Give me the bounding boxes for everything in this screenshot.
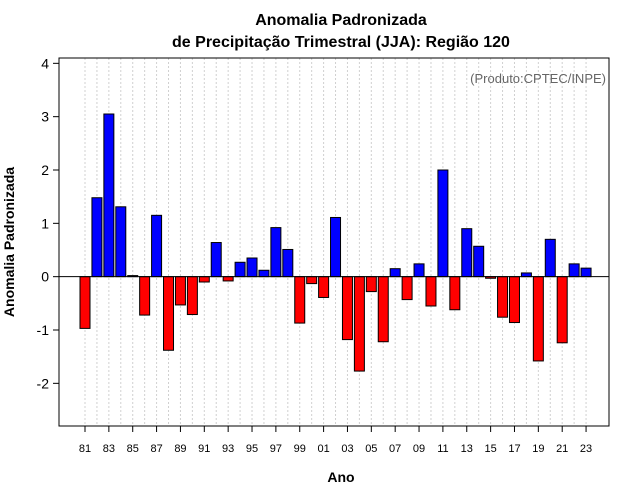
- bar-1998: [282, 248, 294, 278]
- chart-title-line-2: de Precipitação Trimestral (JJA): Região…: [172, 34, 510, 51]
- y-tick-label: 3: [41, 109, 49, 125]
- x-tick-label: 15: [484, 443, 496, 455]
- x-tick-label: 83: [103, 443, 115, 455]
- x-tick-label: 97: [270, 443, 282, 455]
- bar-2023: [580, 267, 592, 278]
- y-axis: -2 -1 0 1 2 3 4: [37, 55, 59, 391]
- bars: [79, 113, 592, 372]
- bar-2001: [318, 276, 330, 298]
- x-tick-label: 11: [437, 443, 448, 455]
- bar-1981: [79, 276, 91, 329]
- y-tick-label: 4: [41, 55, 49, 71]
- bar-1993: [222, 276, 234, 282]
- bar-1995: [246, 257, 258, 278]
- y-tick-label: -1: [37, 322, 50, 338]
- x-tick-label: 17: [508, 443, 520, 455]
- bar-2004: [353, 276, 365, 372]
- bar-1983: [103, 113, 115, 278]
- x-tick-label: 89: [174, 443, 186, 455]
- bar-2020: [544, 238, 556, 278]
- y-tick-label: 1: [41, 215, 49, 231]
- x-tick-label: 21: [556, 443, 568, 455]
- bar-2022: [568, 263, 580, 278]
- bar-2018: [520, 272, 532, 278]
- y-tick-label: 0: [41, 269, 49, 285]
- bar-1997: [270, 227, 282, 278]
- x-tick-label: 13: [461, 443, 473, 455]
- x-tick-label: 01: [317, 443, 329, 455]
- bar-2017: [508, 276, 520, 324]
- x-axis-label: Ano: [327, 469, 354, 485]
- x-tick-label: 09: [413, 443, 425, 455]
- y-axis-label: Anomalia Padronizada: [1, 167, 17, 317]
- x-tick-label: 85: [127, 443, 139, 455]
- bar-1991: [198, 276, 210, 283]
- x-tick-label: 95: [246, 443, 258, 455]
- x-tick-label: 05: [365, 443, 377, 455]
- bar-1990: [186, 276, 198, 316]
- x-tick-label: 93: [222, 443, 234, 455]
- bar-2007: [389, 268, 401, 278]
- x-axis: 81 83 85 87 89 91 93 95 97 99 01 03 05 07 09 11 13 15 17 19…: [79, 426, 592, 455]
- x-tick-label: 03: [341, 443, 353, 455]
- x-tick-label: 23: [580, 443, 592, 455]
- y-tick-label: 2: [41, 162, 49, 178]
- bar-2005: [365, 276, 377, 293]
- bar-1992: [210, 242, 222, 278]
- bar-2008: [401, 276, 413, 301]
- bar-1989: [174, 276, 186, 306]
- bar-1994: [234, 261, 246, 278]
- bar-2016: [497, 276, 509, 318]
- bar-2010: [425, 276, 437, 307]
- plot-frame: [58, 57, 610, 427]
- x-tick-label: 81: [79, 443, 91, 455]
- bar-2011: [437, 169, 449, 278]
- bar-1996: [258, 269, 270, 278]
- y-tick-label: -2: [37, 375, 50, 391]
- chart-title-line-1: Anomalia Padronizada: [255, 12, 427, 29]
- x-tick-label: 87: [150, 443, 162, 455]
- source-note: (Produto:CPTEC/INPE): [470, 71, 606, 86]
- x-tick-label: 99: [294, 443, 306, 455]
- bar-2009: [413, 263, 425, 278]
- bar-2000: [306, 276, 318, 285]
- bar-1986: [139, 276, 151, 316]
- x-tick-label: 91: [198, 443, 210, 455]
- bar-2019: [532, 276, 544, 362]
- bar-1987: [151, 214, 163, 278]
- x-tick-label: 19: [532, 443, 544, 455]
- bar-2003: [341, 276, 353, 341]
- bar-2021: [556, 276, 568, 344]
- bar-2014: [473, 245, 485, 278]
- x-tick-label: 07: [389, 443, 401, 455]
- bar-2012: [449, 276, 461, 311]
- bar-2002: [330, 216, 342, 278]
- bar-1982: [91, 197, 103, 278]
- bar-2013: [461, 228, 473, 278]
- bar-1999: [294, 276, 306, 324]
- bar-1988: [163, 276, 175, 351]
- bar-1984: [115, 206, 127, 278]
- bar-2006: [377, 276, 389, 343]
